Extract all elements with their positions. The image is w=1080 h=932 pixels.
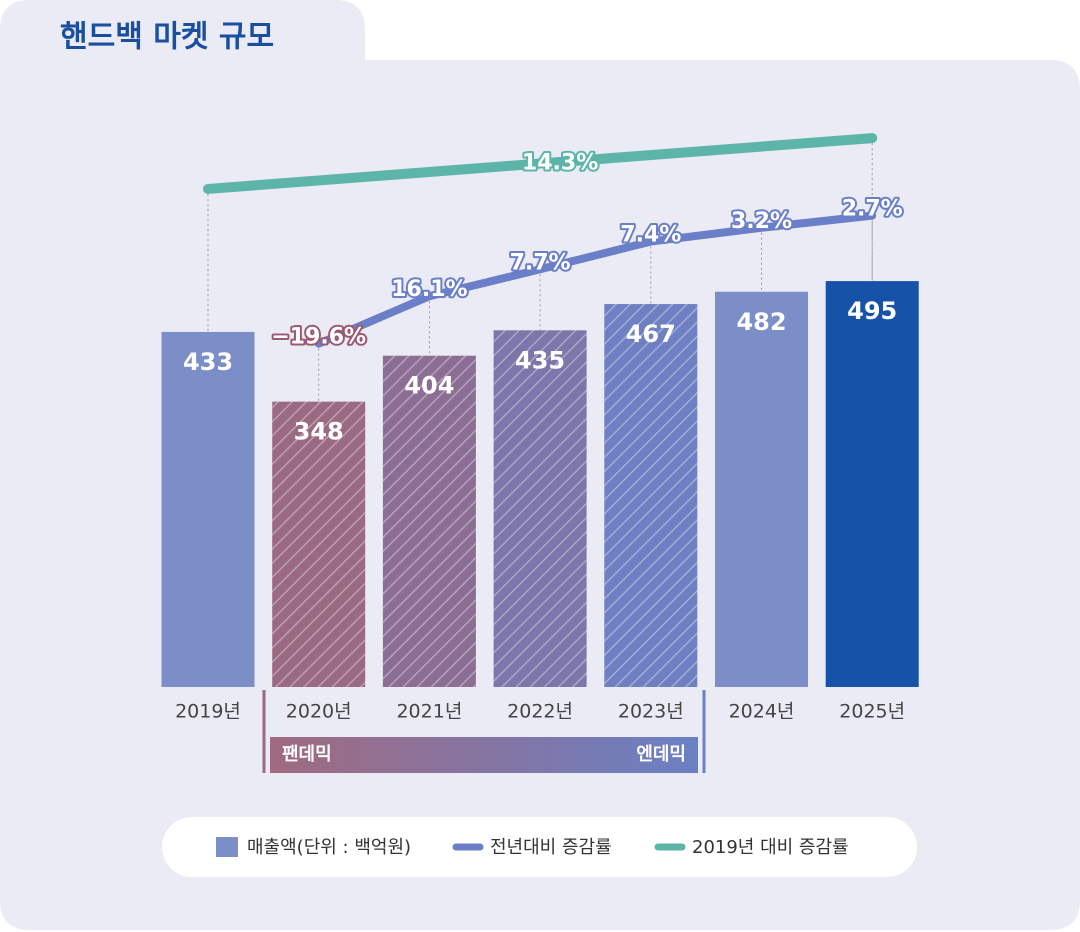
legend	[162, 817, 917, 877]
bar-value-label: 433	[183, 348, 233, 376]
bar-hatch	[604, 304, 698, 687]
legend-label: 매출액(단위 : 백억원)	[247, 837, 411, 858]
x-tick-label: 2023년	[618, 701, 684, 723]
data-label: 7.7%	[510, 250, 571, 275]
data-label: 16.1%	[391, 277, 467, 302]
bar	[161, 331, 255, 687]
chart-title: 핸드백 마켓 규모	[60, 20, 274, 55]
legend-swatch	[216, 837, 238, 857]
bar-hatch	[382, 355, 476, 687]
data-label: 2.7%	[842, 197, 903, 222]
bar-hatch	[493, 330, 587, 687]
x-tick-label: 2019년	[175, 701, 241, 723]
period-label: 팬데믹	[282, 744, 332, 765]
legend-label: 전년대비 증감률	[490, 837, 612, 858]
bar	[825, 281, 919, 687]
data-label: −19.6%	[271, 325, 366, 350]
data-label: 3.2%	[731, 209, 792, 234]
bar	[715, 291, 808, 687]
bar-value-label: 495	[847, 297, 897, 325]
bar-value-label: 348	[294, 418, 344, 446]
bar-value-label: 482	[736, 308, 786, 336]
x-tick-label: 2021년	[396, 701, 462, 723]
x-tick-label: 2020년	[286, 701, 352, 723]
period-label: 엔데믹	[636, 744, 686, 765]
line	[203, 133, 878, 194]
bar-value-label: 404	[404, 372, 454, 400]
bar-value-label: 467	[626, 320, 676, 348]
x-tick-label: 2022년	[507, 701, 573, 723]
legend-label: 2019년 대비 증감률	[692, 837, 849, 858]
bar-value-label: 435	[515, 346, 565, 374]
period-band	[270, 737, 698, 773]
x-tick-label: 2025년	[839, 701, 905, 723]
bar-hatch	[272, 401, 366, 687]
data-label: 7.4%	[620, 223, 681, 248]
data-label: 14.3%	[522, 151, 598, 176]
line	[314, 211, 877, 348]
x-tick-label: 2024년	[729, 701, 795, 723]
